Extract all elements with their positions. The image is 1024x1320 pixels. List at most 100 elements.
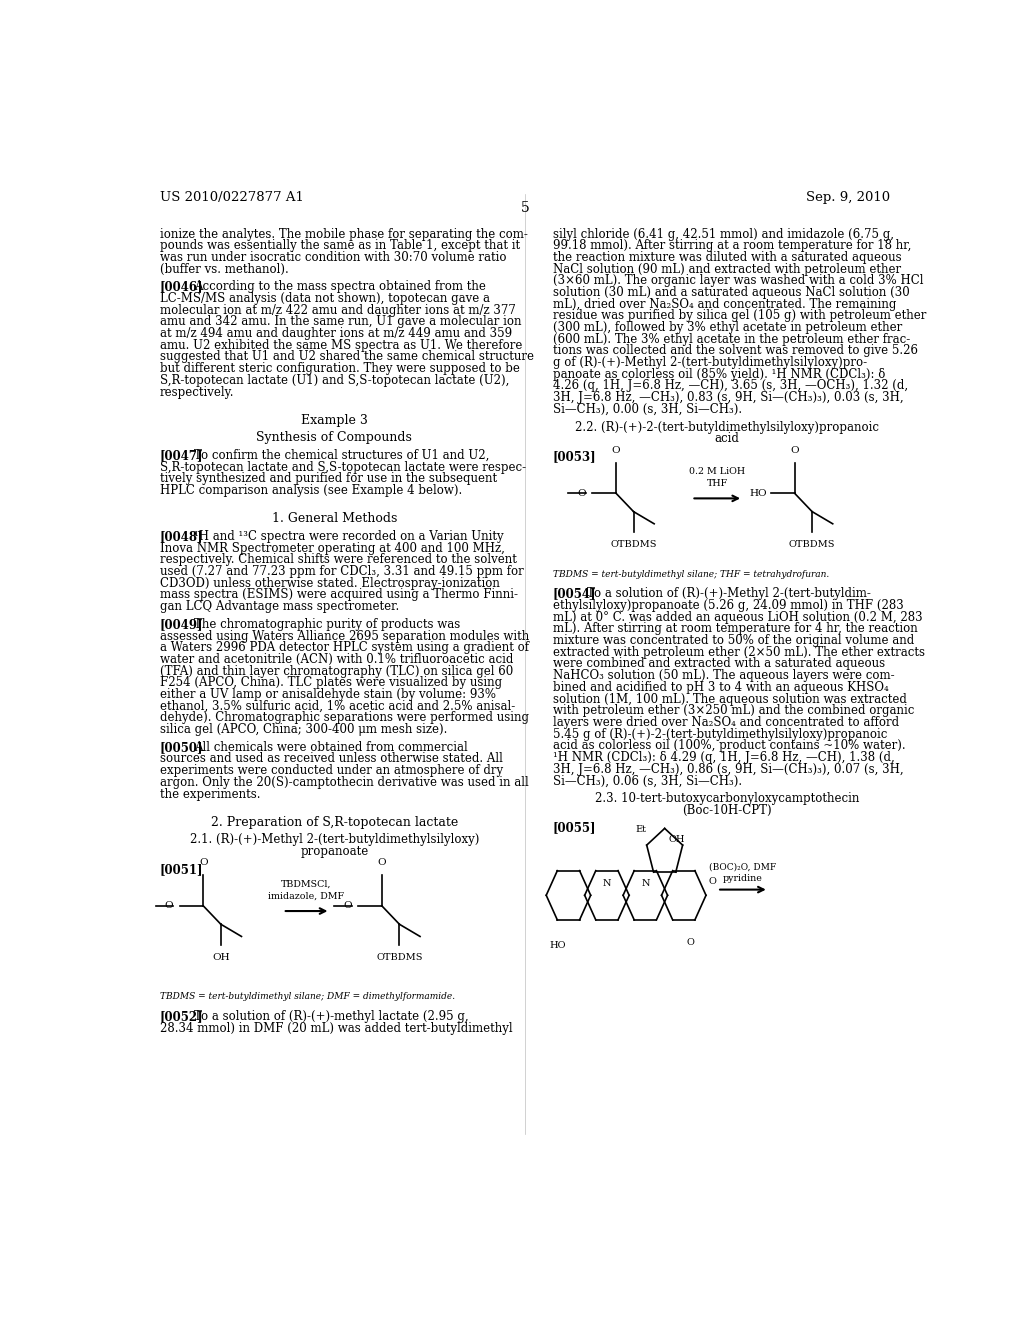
Text: Si—CH₃), 0.06 (s, 3H, Si—CH₃).: Si—CH₃), 0.06 (s, 3H, Si—CH₃). xyxy=(553,775,741,787)
Text: Et: Et xyxy=(636,825,647,834)
Text: [0049]: [0049] xyxy=(160,618,203,631)
Text: tively synthesized and purified for use in the subsequent: tively synthesized and purified for use … xyxy=(160,473,497,486)
Text: water and acetonitrile (ACN) with 0.1% trifluoroacetic acid: water and acetonitrile (ACN) with 0.1% t… xyxy=(160,653,513,665)
Text: 1. General Methods: 1. General Methods xyxy=(271,512,397,525)
Text: S,R-topotecan lactate (U1) and S,S-topotecan lactate (U2),: S,R-topotecan lactate (U1) and S,S-topot… xyxy=(160,374,509,387)
Text: residue was purified by silica gel (105 g) with petroleum ether: residue was purified by silica gel (105 … xyxy=(553,309,926,322)
Text: silyl chloride (6.41 g, 42.51 mmol) and imidazole (6.75 g,: silyl chloride (6.41 g, 42.51 mmol) and … xyxy=(553,227,894,240)
Text: (600 mL). The 3% ethyl acetate in the petroleum ether frac-: (600 mL). The 3% ethyl acetate in the pe… xyxy=(553,333,910,346)
Text: solution (30 mL) and a saturated aqueous NaCl solution (30: solution (30 mL) and a saturated aqueous… xyxy=(553,286,909,298)
Text: propanoate: propanoate xyxy=(300,845,369,858)
Text: 2. Preparation of S,R-topotecan lactate: 2. Preparation of S,R-topotecan lactate xyxy=(211,816,458,829)
Text: (300 mL), followed by 3% ethyl acetate in petroleum ether: (300 mL), followed by 3% ethyl acetate i… xyxy=(553,321,902,334)
Text: at m/z 494 amu and daughter ions at m/z 449 amu and 359: at m/z 494 amu and daughter ions at m/z … xyxy=(160,327,512,341)
Text: 3H, J=6.8 Hz, —CH₃), 0.86 (s, 9H, Si—(CH₃)₃), 0.07 (s, 3H,: 3H, J=6.8 Hz, —CH₃), 0.86 (s, 9H, Si—(CH… xyxy=(553,763,903,776)
Text: Synthesis of Compounds: Synthesis of Compounds xyxy=(256,432,413,445)
Text: O: O xyxy=(165,902,173,911)
Text: 0.2 M LiOH: 0.2 M LiOH xyxy=(689,467,745,477)
Text: [0051]: [0051] xyxy=(160,863,203,875)
Text: 3H, J=6.8 Hz, —CH₃), 0.83 (s, 9H, Si—(CH₃)₃), 0.03 (s, 3H,: 3H, J=6.8 Hz, —CH₃), 0.83 (s, 9H, Si—(CH… xyxy=(553,391,903,404)
Text: O: O xyxy=(343,902,352,911)
Text: To confirm the chemical structures of U1 and U2,: To confirm the chemical structures of U1… xyxy=(194,449,489,462)
Text: TBDMSCl,: TBDMSCl, xyxy=(282,879,332,888)
Text: g of (R)-(+)-Methyl 2-(tert-butyldimethylsilyloxy)pro-: g of (R)-(+)-Methyl 2-(tert-butyldimethy… xyxy=(553,356,866,370)
Text: the experiments.: the experiments. xyxy=(160,788,260,800)
Text: mL), dried over Na₂SO₄ and concentrated. The remaining: mL), dried over Na₂SO₄ and concentrated.… xyxy=(553,297,896,310)
Text: ethylsilyloxy)propanoate (5.26 g, 24.09 mmol) in THF (283: ethylsilyloxy)propanoate (5.26 g, 24.09 … xyxy=(553,599,903,612)
Text: the reaction mixture was diluted with a saturated aqueous: the reaction mixture was diluted with a … xyxy=(553,251,901,264)
Text: HPLC comparison analysis (see Example 4 below).: HPLC comparison analysis (see Example 4 … xyxy=(160,484,462,498)
Text: 2.2. (R)-(+)-2-(tert-butyldimethylsilyloxy)propanoic: 2.2. (R)-(+)-2-(tert-butyldimethylsilylo… xyxy=(575,421,880,434)
Text: mass spectra (ESIMS) were acquired using a Thermo Finni-: mass spectra (ESIMS) were acquired using… xyxy=(160,589,518,602)
Text: 5: 5 xyxy=(520,201,529,215)
Text: molecular ion at m/z 422 amu and daughter ions at m/z 377: molecular ion at m/z 422 amu and daughte… xyxy=(160,304,516,317)
Text: (TFA) and thin layer chromatography (TLC) on silica gel 60: (TFA) and thin layer chromatography (TLC… xyxy=(160,664,513,677)
Text: To a solution of (R)-(+)-Methyl 2-(tert-butyldim-: To a solution of (R)-(+)-Methyl 2-(tert-… xyxy=(587,587,870,601)
Text: US 2010/0227877 A1: US 2010/0227877 A1 xyxy=(160,191,304,203)
Text: 99.18 mmol). After stirring at a room temperature for 18 hr,: 99.18 mmol). After stirring at a room te… xyxy=(553,239,911,252)
Text: argon. Only the 20(S)-camptothecin derivative was used in all: argon. Only the 20(S)-camptothecin deriv… xyxy=(160,776,528,789)
Text: All chemicals were obtained from commercial: All chemicals were obtained from commerc… xyxy=(194,741,468,754)
Text: Inova NMR Spectrometer operating at 400 and 100 MHz,: Inova NMR Spectrometer operating at 400 … xyxy=(160,541,505,554)
Text: a Waters 2996 PDA detector HPLC system using a gradient of: a Waters 2996 PDA detector HPLC system u… xyxy=(160,642,528,655)
Text: Si—CH₃), 0.00 (s, 3H, Si—CH₃).: Si—CH₃), 0.00 (s, 3H, Si—CH₃). xyxy=(553,403,741,416)
Text: CD3OD) unless otherwise stated. Electrospray-ionization: CD3OD) unless otherwise stated. Electros… xyxy=(160,577,500,590)
Text: OTBDMS: OTBDMS xyxy=(610,540,656,549)
Text: was run under isocratic condition with 30:70 volume ratio: was run under isocratic condition with 3… xyxy=(160,251,506,264)
Text: dehyde). Chromatographic separations were performed using: dehyde). Chromatographic separations wer… xyxy=(160,711,528,725)
Text: panoate as colorless oil (85% yield). ¹H NMR (CDCl₃): δ: panoate as colorless oil (85% yield). ¹H… xyxy=(553,368,885,380)
Text: with petroleum ether (3×250 mL) and the combined organic: with petroleum ether (3×250 mL) and the … xyxy=(553,704,914,717)
Text: gan LCQ Advantage mass spectrometer.: gan LCQ Advantage mass spectrometer. xyxy=(160,601,399,612)
Text: (3×60 mL). The organic layer was washed with a cold 3% HCl: (3×60 mL). The organic layer was washed … xyxy=(553,275,923,288)
Text: ¹H and ¹³C spectra were recorded on a Varian Unity: ¹H and ¹³C spectra were recorded on a Va… xyxy=(194,529,504,543)
Text: OTBDMS: OTBDMS xyxy=(788,540,836,549)
Text: ionize the analytes. The mobile phase for separating the com-: ionize the analytes. The mobile phase fo… xyxy=(160,227,527,240)
Text: [0048]: [0048] xyxy=(160,529,203,543)
Text: OTBDMS: OTBDMS xyxy=(376,953,423,962)
Text: assessed using Waters Alliance 2695 separation modules with: assessed using Waters Alliance 2695 sepa… xyxy=(160,630,529,643)
Text: HO: HO xyxy=(750,488,767,498)
Text: (BOC)₂O, DMF: (BOC)₂O, DMF xyxy=(710,862,776,871)
Text: TBDMS = tert-butyldimethyl silane; DMF = dimethylformamide.: TBDMS = tert-butyldimethyl silane; DMF =… xyxy=(160,993,455,1002)
Text: [0052]: [0052] xyxy=(160,1010,204,1023)
Text: extracted with petroleum ether (2×50 mL). The ether extracts: extracted with petroleum ether (2×50 mL)… xyxy=(553,645,925,659)
Text: used (7.27 and 77.23 ppm for CDCl₃, 3.31 and 49.15 ppm for: used (7.27 and 77.23 ppm for CDCl₃, 3.31… xyxy=(160,565,523,578)
Text: respectively. Chemical shifts were referenced to the solvent: respectively. Chemical shifts were refer… xyxy=(160,553,517,566)
Text: [0050]: [0050] xyxy=(160,741,203,754)
Text: Sep. 9, 2010: Sep. 9, 2010 xyxy=(806,191,890,203)
Text: 2.1. (R)-(+)-Methyl 2-(tert-butyldimethylsilyloxy): 2.1. (R)-(+)-Methyl 2-(tert-butyldimethy… xyxy=(189,833,479,846)
Text: (Boc-10H-CPT): (Boc-10H-CPT) xyxy=(682,804,772,817)
Text: 28.34 mmol) in DMF (20 mL) was added tert-butyldimethyl: 28.34 mmol) in DMF (20 mL) was added ter… xyxy=(160,1022,512,1035)
Text: [0055]: [0055] xyxy=(553,821,596,834)
Text: suggested that U1 and U2 shared the same chemical structure: suggested that U1 and U2 shared the same… xyxy=(160,351,534,363)
Text: 2.3. 10-tert-butoxycarbonyloxycamptothecin: 2.3. 10-tert-butoxycarbonyloxycamptothec… xyxy=(595,792,859,805)
Text: N: N xyxy=(603,879,611,888)
Text: acid: acid xyxy=(715,433,739,445)
Text: TBDMS = tert-butyldimethyl silane; THF = tetrahydrofuran.: TBDMS = tert-butyldimethyl silane; THF =… xyxy=(553,569,828,578)
Text: OH: OH xyxy=(212,953,229,962)
Text: pyridine: pyridine xyxy=(723,874,763,883)
Text: LC-MS/MS analysis (data not shown), topotecan gave a: LC-MS/MS analysis (data not shown), topo… xyxy=(160,292,489,305)
Text: F254 (APCO, China). TLC plates were visualized by using: F254 (APCO, China). TLC plates were visu… xyxy=(160,676,502,689)
Text: acid as colorless oil (100%, product contains ~10% water).: acid as colorless oil (100%, product con… xyxy=(553,739,905,752)
Text: O: O xyxy=(709,876,716,886)
Text: OH: OH xyxy=(669,836,685,843)
Text: [0047]: [0047] xyxy=(160,449,203,462)
Text: N: N xyxy=(641,879,649,888)
Text: O: O xyxy=(686,939,694,946)
Text: O: O xyxy=(378,858,386,867)
Text: but different steric configuration. They were supposed to be: but different steric configuration. They… xyxy=(160,362,519,375)
Text: O: O xyxy=(578,488,586,498)
Text: [0053]: [0053] xyxy=(553,450,596,463)
Text: O: O xyxy=(791,446,799,454)
Text: amu and 342 amu. In the same run, U1 gave a molecular ion: amu and 342 amu. In the same run, U1 gav… xyxy=(160,315,521,329)
Text: [0046]: [0046] xyxy=(160,280,203,293)
Text: respectively.: respectively. xyxy=(160,385,234,399)
Text: sources and used as received unless otherwise stated. All: sources and used as received unless othe… xyxy=(160,752,503,766)
Text: mixture was concentrated to 50% of the original volume and: mixture was concentrated to 50% of the o… xyxy=(553,634,913,647)
Text: mL) at 0° C. was added an aqueous LiOH solution (0.2 M, 283: mL) at 0° C. was added an aqueous LiOH s… xyxy=(553,611,923,623)
Text: S,R-topotecan lactate and S,S-topotecan lactate were respec-: S,R-topotecan lactate and S,S-topotecan … xyxy=(160,461,526,474)
Text: NaHCO₃ solution (50 mL). The aqueous layers were com-: NaHCO₃ solution (50 mL). The aqueous lay… xyxy=(553,669,894,682)
Text: experiments were conducted under an atmosphere of dry: experiments were conducted under an atmo… xyxy=(160,764,503,777)
Text: [0054]: [0054] xyxy=(553,587,596,601)
